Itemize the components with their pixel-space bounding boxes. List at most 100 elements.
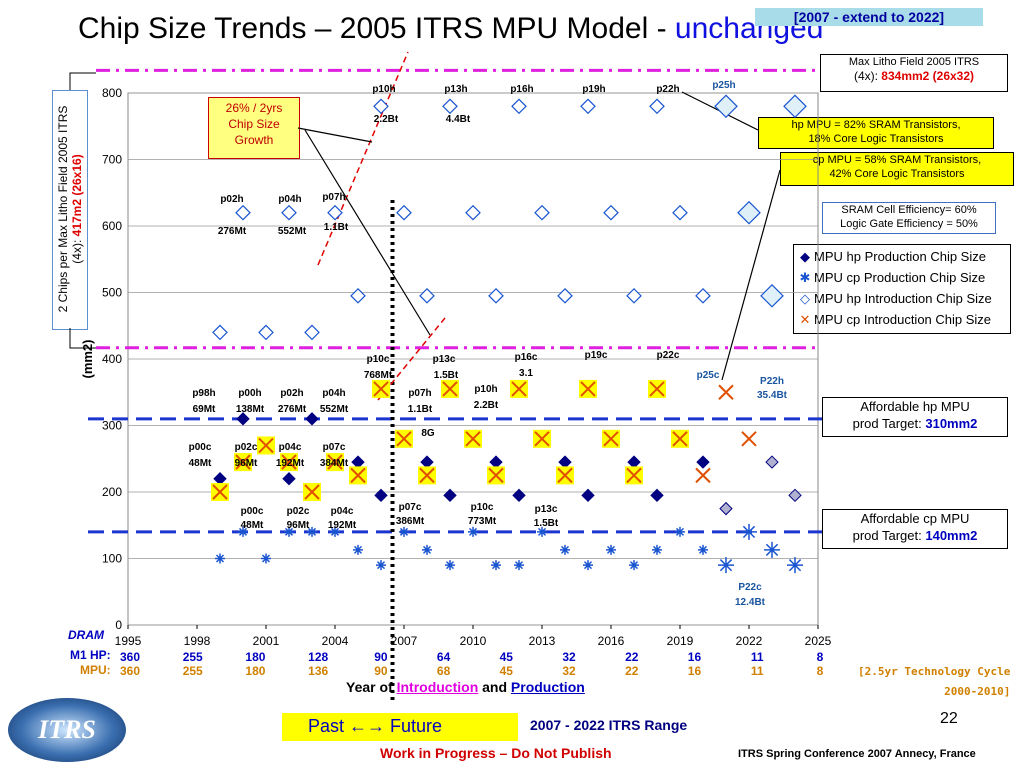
itrs-logo: ITRS [8,698,126,762]
mpu-value: 22 [625,664,639,678]
xaxis-pre: Year of [346,679,397,695]
cp-production-point [514,560,524,571]
point-annotation: 1.1Bt [408,404,433,415]
cp-production-point [606,544,616,555]
cp-introduction-point [603,431,619,447]
cp-production-point [353,544,363,555]
point-annotation: 69Mt [193,404,216,415]
x-tick-label: 2019 [667,634,694,648]
cp-production-point [330,526,340,537]
cp-introduction-point [235,454,251,470]
hp-introduction-point [714,94,738,119]
hp-introduction-point [557,287,573,304]
point-annotation: p04h [278,194,301,205]
x-axis-title: Year of Introduction and Production [346,679,585,695]
point-annotation: p07c [399,502,422,513]
point-annotation: p04c [331,506,354,517]
m1-value: 32 [562,650,576,664]
point-annotation: 276Mt [218,226,247,237]
cp-production-point [675,526,685,537]
m1-value: 8 [816,650,824,664]
cp-production-point [629,560,639,571]
dram-label: DRAM [68,628,104,642]
m1-value: 16 [687,650,702,664]
point-annotation: p16c [515,352,538,363]
point-annotation: p07h [322,192,345,203]
legend-label: MPU hp Introduction Chip Size [814,291,992,306]
point-annotation: p00c [189,442,212,453]
mpu-value: 8 [816,664,824,678]
chart-labels: p10h p13h p16h p19h p22h p25h 2.2Bt 4.4Bt p02h p0… [189,80,788,608]
afford-cp-line1: Affordable cp MPU [860,511,970,526]
point-annotation: p02c [235,442,258,453]
hp-introduction-point [695,287,711,304]
cp-introduction-point [580,381,596,397]
hp-production-point [351,455,365,469]
point-annotation: p02h [220,194,243,205]
point-annotation: p00c [241,506,264,517]
cp-introduction-point [281,454,297,470]
cp-production-point [652,544,662,555]
wip-notice: Work in Progress – Do Not Publish [380,745,612,761]
hp-introduction-point [626,287,642,304]
point-annotation: 552Mt [278,226,307,237]
hp-introduction-point [350,287,366,304]
efficiency-box: SRAM Cell Efficiency= 60% Logic Gate Eff… [822,202,996,234]
cp-introduction-point [212,484,228,500]
point-annotation: 12.4Bt [735,597,766,608]
hp-introduction-point [672,204,688,221]
point-annotation: 552Mt [320,404,349,415]
mpu-value: 136 [308,664,329,678]
cp-introduction-point [695,467,711,484]
past-future-box: Past ←→ Future [282,713,518,741]
hp-production-point [282,471,296,486]
point-annotation: p22c [657,350,680,361]
x-tick-label: 2004 [322,634,349,648]
y-tick-label: 200 [102,485,122,499]
m1-value: 128 [308,650,329,664]
legend-marker: ✕ [799,312,811,327]
hp-introduction-point [212,324,228,341]
cp-introduction-point [649,381,665,397]
hp-production-point [627,455,641,469]
afford-hp-box: Affordable hp MPU prod Target: 310mm2 [822,397,1008,437]
cp-mpu-box: cp MPU = 58% SRAM Transistors, 42% Core … [780,152,1014,186]
point-annotation: 276Mt [278,404,307,415]
growth-line1: 26% / 2yrs [225,101,283,115]
m1-value: 180 [245,650,266,664]
hp-mpu-box: hp MPU = 82% SRAM Transistors, 18% Core … [758,117,994,149]
point-annotation: p13c [433,354,456,365]
cp-introduction-point [465,431,481,447]
hp-production-point [305,412,319,426]
point-annotation: 1.5Bt [534,518,559,529]
hp-production-point [512,488,526,503]
hp-introduction-point [737,200,761,225]
legend-item: ✱ MPU cp Production Chip Size [798,268,986,288]
cp-production-point [787,557,803,574]
m1-value: 11 [750,650,764,664]
conference-footer: ITRS Spring Conference 2007 Annecy, Fran… [738,748,976,760]
point-annotation: p13c [535,504,558,515]
hp-introduction-point [488,287,504,304]
itrs-range: 2007 - 2022 ITRS Range [530,717,688,733]
point-annotation: 2.2Bt [474,400,499,411]
cp-production-point [560,544,570,555]
cp-production-point [468,526,478,537]
point-annotation: p10c [367,354,390,365]
cp-production-point [399,526,409,537]
point-annotation: p98h [192,388,215,399]
y-tick-label: 0 [115,618,122,632]
cp-introduction-point [327,454,343,470]
cycle-line2: 2000-2010] [944,685,1011,698]
hp-introduction-point [511,98,527,115]
past-future-text: Past ←→ Future [308,716,443,736]
two-chips-box: 2 Chips per Max Litho Field 2005 ITRS (4… [52,90,88,330]
hp-introduction-point [760,283,784,308]
cp-production-point [698,544,708,555]
mpu-value: 255 [182,664,203,678]
hp-introduction-point [534,204,550,221]
legend-marker: ✱ [799,270,811,285]
point-annotation: p02c [287,506,310,517]
cp-introduction-point [373,381,389,397]
point-annotation: p02h [280,388,303,399]
